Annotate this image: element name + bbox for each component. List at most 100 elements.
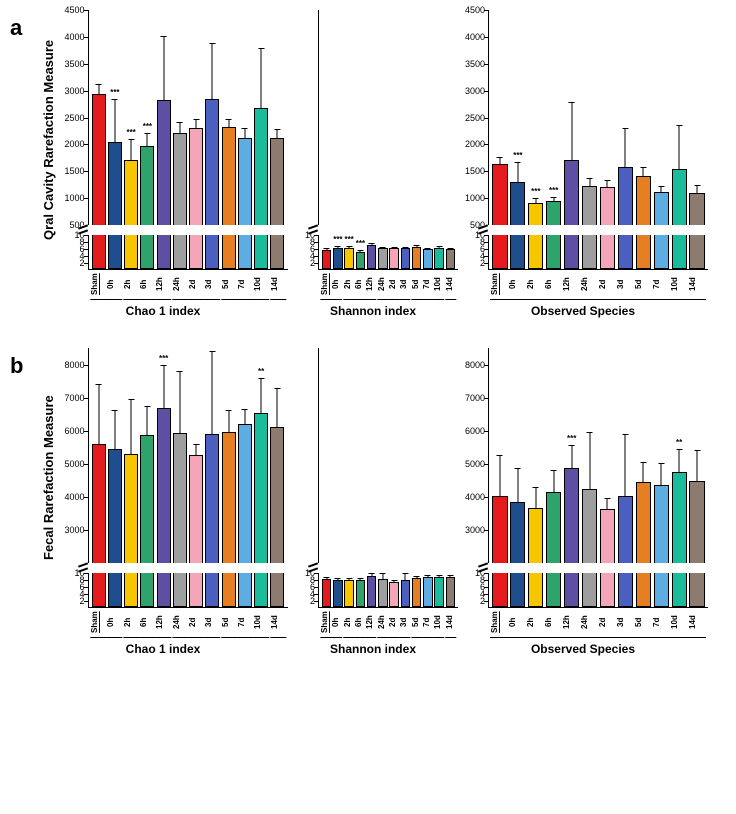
bar-group (563, 160, 581, 270)
error-bar (98, 85, 99, 95)
tick-label: 5000 (465, 459, 485, 469)
x-label: 6h (354, 272, 365, 300)
bar (492, 496, 507, 607)
error-bar (607, 499, 608, 511)
error-bar (212, 44, 213, 100)
error-bar (553, 471, 554, 493)
bar (173, 433, 187, 607)
error-bar (697, 451, 698, 482)
bar (254, 108, 268, 269)
bar (636, 482, 651, 607)
error-bar (382, 574, 383, 580)
x-label: 2h (526, 272, 544, 300)
x-label: Sham (320, 610, 331, 638)
x-labels: Sham0h2h6h12h24h2d3d5d7d10d14d (318, 608, 458, 638)
tick-label: 7000 (64, 393, 84, 403)
error-bar (114, 100, 115, 143)
x-label: 5d (634, 610, 652, 638)
error-bar (371, 574, 372, 576)
x-labels: Sham0h2h6h12h24h2d3d5d7d10d14d (488, 270, 708, 300)
chart-title: Shannon index (330, 304, 416, 318)
error-bar (349, 247, 350, 249)
chart-title: Observed Species (531, 642, 635, 656)
x-label: 12h (562, 272, 580, 300)
bar-group (445, 249, 456, 269)
bar (108, 142, 122, 269)
bar (672, 169, 687, 269)
x-label: 0h (508, 272, 526, 300)
error-bar (179, 123, 180, 134)
x-label: 7d (422, 272, 433, 300)
bar (528, 203, 543, 270)
x-label: 3d (204, 610, 220, 638)
x-label: 5d (221, 610, 237, 638)
error-bar (589, 179, 590, 188)
bar (434, 577, 444, 607)
bar-group (366, 245, 377, 269)
error-bar (553, 198, 554, 203)
error-bar (427, 249, 428, 250)
error-bar (196, 445, 197, 456)
tick-label: 3500 (465, 59, 485, 69)
bar (412, 247, 422, 269)
bar (510, 502, 525, 607)
x-label: Sham (490, 610, 508, 638)
axis-break (313, 563, 458, 573)
error-bar (679, 126, 680, 171)
error-bar (571, 103, 572, 161)
bar-group (172, 133, 188, 269)
x-label: 2d (598, 610, 616, 638)
error-bar (163, 366, 164, 410)
error-bar (98, 385, 99, 445)
x-labels: Sham0h2h6h12h24h2d3d5d7d10d14d (488, 608, 708, 638)
x-label: 0h (508, 610, 526, 638)
y-axis-label: Fecal Rarefaction Measure (39, 348, 58, 608)
error-bar (394, 581, 395, 583)
x-label: 6h (544, 610, 562, 638)
axis-break (83, 225, 288, 235)
axis-break (483, 563, 708, 573)
bar-group (156, 100, 172, 269)
bar (378, 248, 388, 269)
bars-region: *** (319, 572, 458, 607)
error-bar (439, 576, 440, 578)
bar (92, 94, 106, 269)
x-label: 2h (123, 272, 139, 300)
charts-row: Qral Cavity Rarefaction Measure500100015… (38, 10, 726, 318)
x-label: 12h (365, 610, 376, 638)
bar (378, 579, 388, 607)
chart-area: ***** (488, 348, 708, 608)
x-label: 2h (123, 610, 139, 638)
bar-group (491, 496, 509, 607)
significance-marker: *** (126, 128, 135, 137)
bar-group (411, 247, 422, 269)
bar-group (634, 482, 652, 607)
bar-group (688, 481, 706, 607)
bar (434, 248, 444, 269)
significance-marker: *** (110, 88, 119, 97)
tick-label: 2000 (64, 139, 84, 149)
bar-group (377, 579, 388, 607)
bar-group (400, 580, 411, 607)
x-label: Sham (90, 610, 106, 638)
error-bar (114, 411, 115, 450)
bar-group: *** (366, 576, 377, 607)
bar (238, 424, 252, 607)
bar-group (269, 427, 285, 607)
panel-b: bFecal Rarefaction Measure30004000500060… (10, 348, 726, 656)
x-label: 5d (411, 610, 422, 638)
error-bar (405, 574, 406, 581)
x-label: 0h (106, 610, 122, 638)
bar-group (422, 577, 433, 607)
bar (654, 485, 669, 607)
x-label: 10d (670, 272, 688, 300)
x-label: 3d (616, 272, 634, 300)
error-bar (394, 248, 395, 249)
bar (173, 133, 187, 269)
error-bar (405, 248, 406, 249)
tick-label: 8000 (64, 360, 84, 370)
bar (205, 99, 219, 269)
chart-with-yaxis: Fecal Rarefaction Measure300040005000600… (39, 348, 288, 608)
axis-break (313, 225, 458, 235)
x-labels: Sham0h2h6h12h24h2d3d5d7d10d14d (88, 608, 288, 638)
